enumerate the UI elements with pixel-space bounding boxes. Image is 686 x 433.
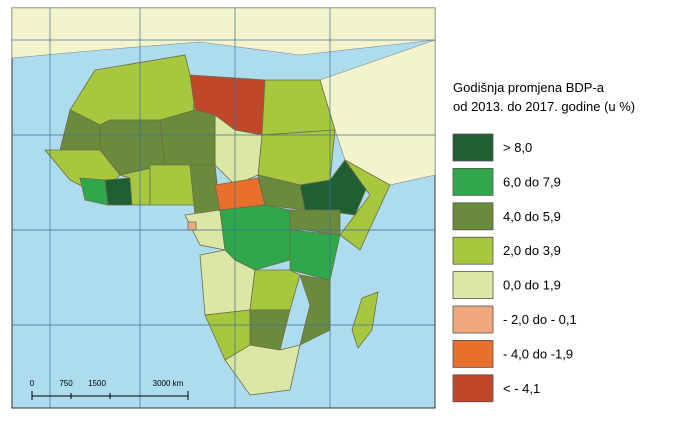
graticule [12, 8, 435, 408]
legend-swatch [452, 271, 494, 300]
legend: Godišnja promjena BDP-a od 2013. do 2017… [452, 80, 635, 403]
legend-swatch [452, 305, 494, 334]
legend-swatch [452, 339, 494, 368]
legend-swatch [452, 133, 494, 162]
europe [11, 7, 436, 59]
legend-swatch [452, 202, 494, 231]
legend-label: > 8,0 [503, 140, 532, 155]
country [159, 109, 216, 166]
legend-swatch [452, 167, 494, 196]
country [104, 177, 133, 206]
scale-label: 1500 [88, 379, 106, 388]
country [299, 274, 331, 346]
map: 0 750 1500 3000 km [11, 7, 436, 409]
legend-title: od 2013. do 2017. godine (u %) [453, 99, 635, 114]
country [249, 269, 301, 311]
country [189, 164, 221, 216]
country [224, 344, 301, 396]
legend-swatch [452, 374, 494, 403]
legend-label: 4,0 do 5,9 [503, 209, 561, 224]
legend-label: - 4,0 do -1,9 [503, 346, 573, 361]
legend-swatch [452, 236, 494, 265]
legend-title: Godišnja promjena BDP-a [453, 80, 605, 95]
legend-label: - 2,0 do - 0,1 [503, 312, 577, 327]
scale-bar: 0 750 1500 3000 km [30, 379, 189, 400]
legend-label: 6,0 do 7,9 [503, 174, 561, 189]
scale-label: 0 [30, 379, 35, 388]
country [257, 129, 336, 186]
scale-label: 750 [59, 379, 73, 388]
legend-label: 0,0 do 1,9 [503, 278, 561, 293]
country [149, 164, 196, 206]
legend-label: 2,0 do 3,9 [503, 243, 561, 258]
country [187, 221, 197, 231]
country [289, 209, 341, 236]
scale-label: 3000 km [153, 379, 184, 388]
legend-label: < - 4,1 [503, 381, 540, 396]
